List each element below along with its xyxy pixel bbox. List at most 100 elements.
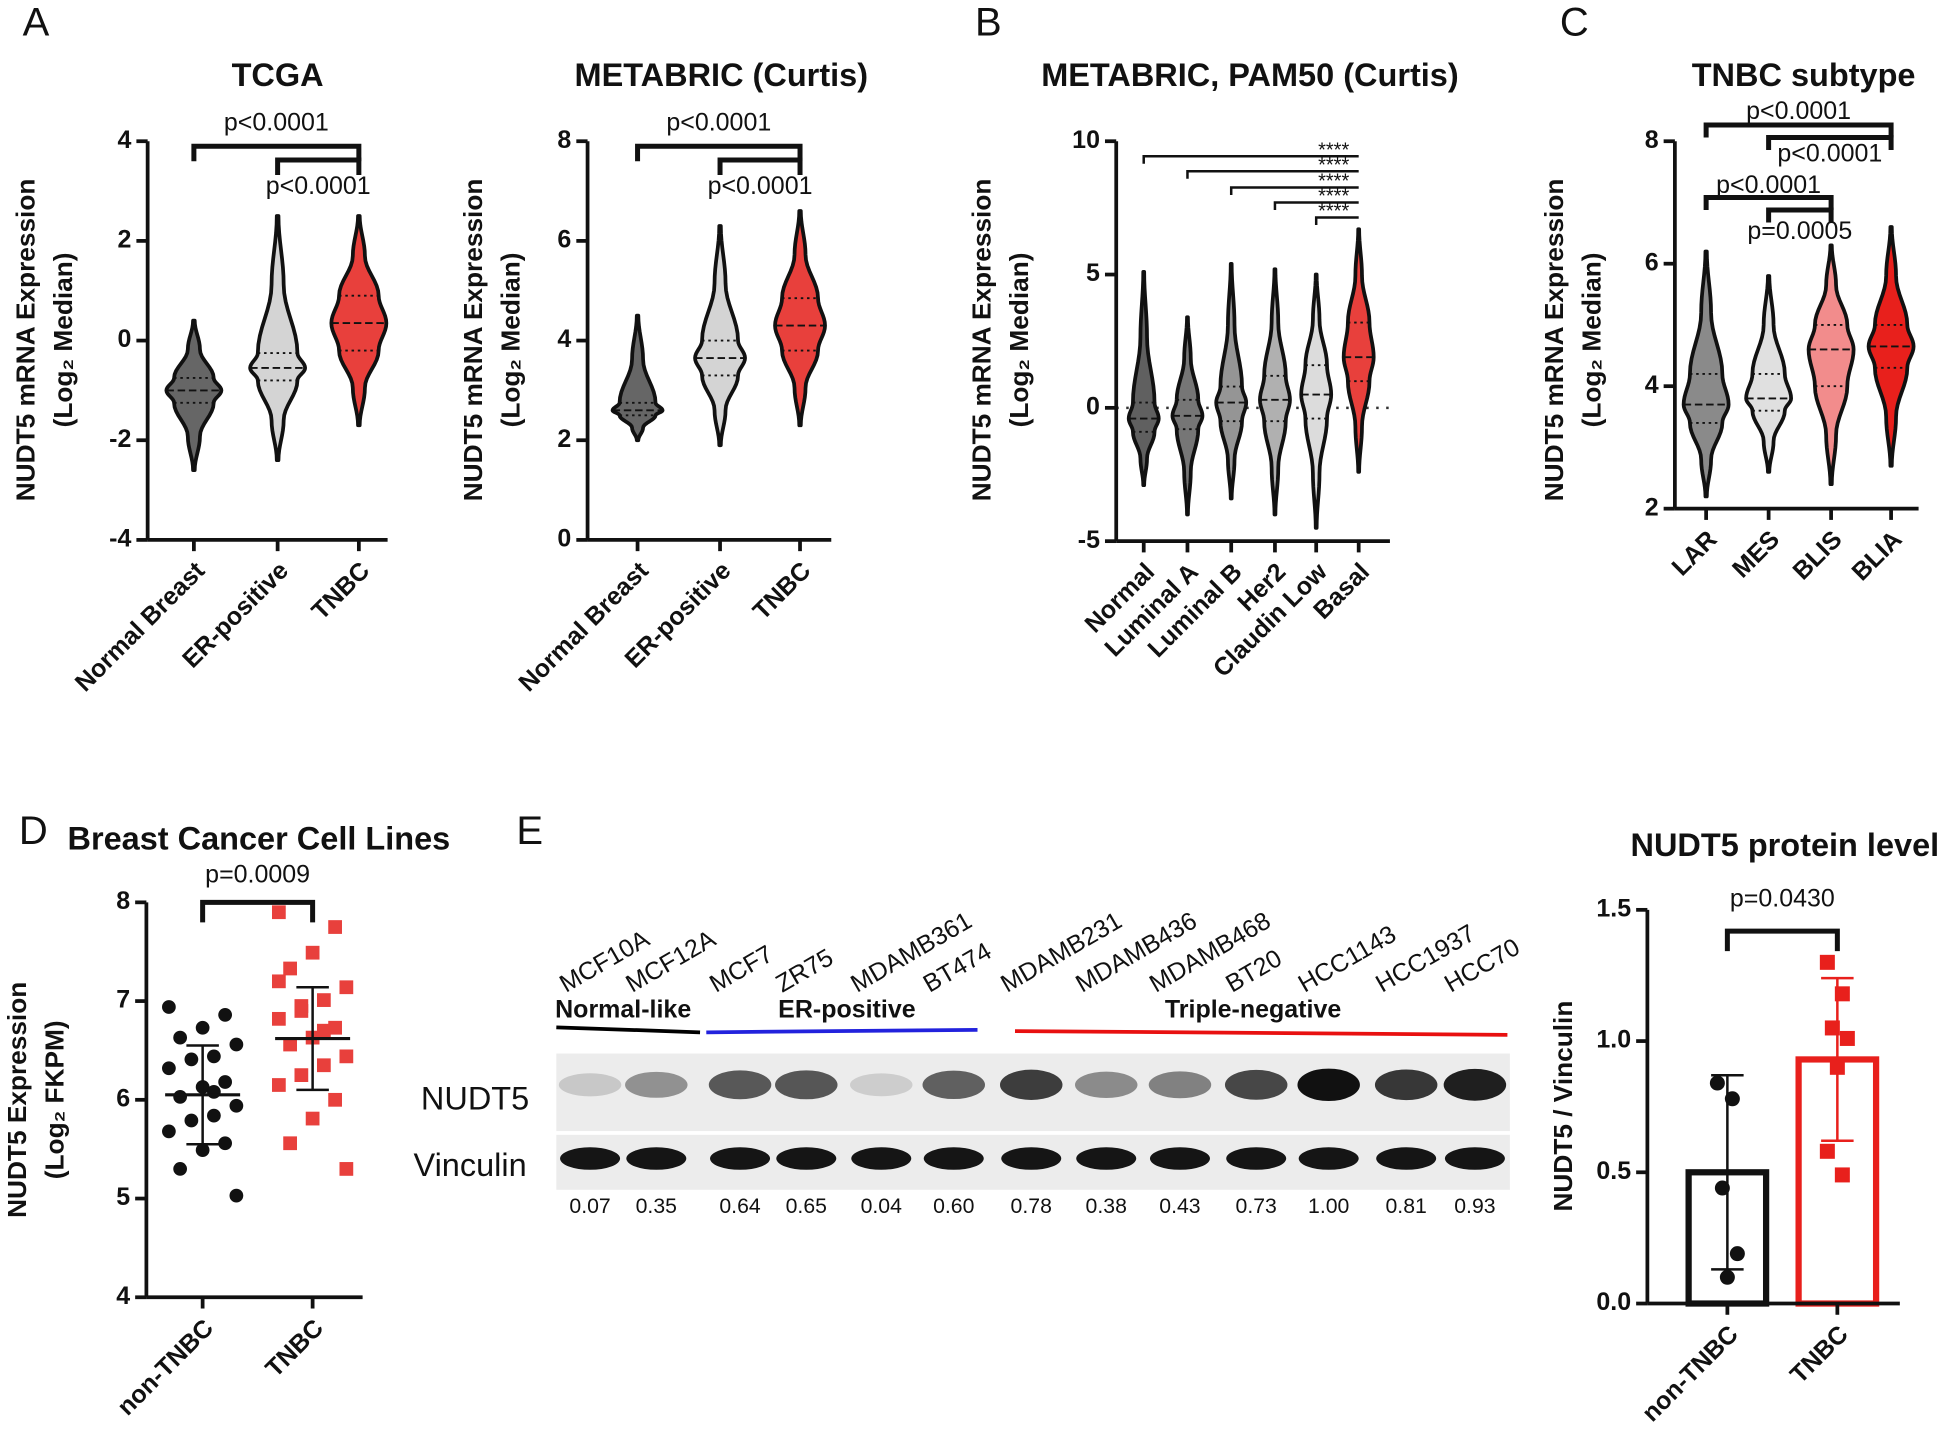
protein-band xyxy=(1074,1071,1138,1098)
y-tick-label: 0 xyxy=(557,525,571,553)
loading-band xyxy=(776,1147,837,1170)
y-tick-label: 4 xyxy=(557,325,571,353)
data-point xyxy=(207,1085,221,1099)
quantification-label: 0.78 xyxy=(1011,1194,1052,1218)
y-tick-label: 0.5 xyxy=(1596,1157,1631,1185)
data-point xyxy=(1834,1167,1850,1183)
x-tick-label: non-TNBC xyxy=(1637,1320,1744,1427)
y-axis-label: NUDT5 mRNA Expression xyxy=(458,179,488,502)
y-axis-label: (Log₂ Median) xyxy=(48,253,78,428)
data-point xyxy=(271,905,286,920)
y-tick-label: 4 xyxy=(1645,371,1659,399)
significance-bracket xyxy=(1273,201,1359,210)
data-point xyxy=(305,1111,320,1126)
violin xyxy=(1806,243,1856,487)
significance-label: **** xyxy=(1318,186,1349,208)
significance-label: **** xyxy=(1318,201,1349,223)
panel-letter: C xyxy=(1560,1,1589,45)
violin xyxy=(773,209,827,428)
data-point xyxy=(1724,1091,1740,1107)
significance-label: **** xyxy=(1318,140,1349,162)
significance-label: p<0.0001 xyxy=(708,172,813,200)
loading-band xyxy=(1076,1147,1137,1170)
x-tick-label: Normal Breast xyxy=(513,556,654,697)
significance-label: p=0.0430 xyxy=(1730,884,1835,912)
violin xyxy=(1744,274,1793,474)
quantification-label: 0.73 xyxy=(1236,1194,1277,1218)
y-tick-label: 8 xyxy=(1645,126,1659,154)
data-point xyxy=(283,1136,297,1151)
y-tick-label: 8 xyxy=(557,126,571,154)
violin xyxy=(164,318,224,473)
data-point xyxy=(1714,1180,1730,1196)
significance-label: p<0.0001 xyxy=(224,108,329,136)
chart-title: NUDT5 protein level xyxy=(1631,827,1940,863)
x-tick-label: TNBC xyxy=(306,557,375,626)
significance-bracket xyxy=(200,899,316,923)
y-tick-label: -4 xyxy=(109,525,131,553)
significance-bracket xyxy=(275,157,362,175)
protein-band xyxy=(775,1070,838,1100)
y-tick-label: 4 xyxy=(116,1282,130,1310)
y-tick-label: 7 xyxy=(116,986,130,1014)
protein-band xyxy=(922,1070,985,1100)
data-point xyxy=(339,1162,354,1176)
significance-bracket xyxy=(635,143,803,162)
significance-label: p<0.0001 xyxy=(1777,140,1882,168)
quantification-label: 0.64 xyxy=(719,1194,761,1218)
data-point xyxy=(316,1058,331,1073)
data-point xyxy=(316,993,331,1007)
y-tick-label: 10 xyxy=(1072,126,1100,154)
y-tick-label: 2 xyxy=(117,225,131,253)
group-line xyxy=(556,1025,701,1035)
loading-band xyxy=(1376,1147,1437,1170)
data-point xyxy=(173,1162,188,1176)
error-bar xyxy=(186,1044,219,1146)
loading-band xyxy=(851,1147,912,1170)
chart-title: METABRIC (Curtis) xyxy=(575,57,869,93)
y-tick-label: 0 xyxy=(1086,392,1100,420)
data-point xyxy=(283,961,297,976)
error-bar xyxy=(1711,1073,1744,1271)
y-tick-label: 4 xyxy=(117,126,131,154)
y-tick-label: 6 xyxy=(116,1084,130,1112)
violin xyxy=(1258,267,1292,517)
loading-band xyxy=(1226,1147,1287,1170)
loading-band xyxy=(1298,1147,1359,1170)
violin xyxy=(329,214,389,428)
group-label: ER-positive xyxy=(778,996,916,1024)
significance-bracket xyxy=(1766,134,1894,150)
data-point xyxy=(229,1188,244,1203)
data-point xyxy=(271,974,286,989)
quantification-label: 0.43 xyxy=(1159,1194,1200,1218)
significance-bracket xyxy=(191,143,362,162)
x-tick-label: TNBC xyxy=(260,1314,329,1383)
chart-title: TCGA xyxy=(232,57,324,93)
significance-label: p<0.0001 xyxy=(1746,97,1851,125)
quantification-label: 1.00 xyxy=(1308,1194,1349,1218)
y-axis-label: NUDT5 mRNA Expression xyxy=(1539,179,1569,502)
protein-band xyxy=(1224,1069,1288,1100)
y-tick-label: 2 xyxy=(1645,493,1659,521)
data-point xyxy=(229,1037,244,1052)
data-point xyxy=(294,1068,309,1083)
protein-band xyxy=(625,1071,688,1098)
significance-label: p<0.0001 xyxy=(266,172,371,200)
protein-band xyxy=(708,1070,772,1100)
violin xyxy=(1126,269,1161,488)
group-label: Triple-negative xyxy=(1165,996,1341,1024)
significance-bracket xyxy=(1314,216,1359,225)
x-tick-label: Normal Breast xyxy=(70,556,211,697)
data-point xyxy=(1829,1059,1845,1075)
data-point xyxy=(283,1037,297,1052)
significance-label: p=0.0005 xyxy=(1747,217,1852,245)
data-point xyxy=(328,920,342,934)
y-axis-label: NUDT5 / Vinculin xyxy=(1548,1001,1578,1212)
data-point xyxy=(316,1023,331,1038)
data-point xyxy=(1719,1269,1735,1285)
significance-label: **** xyxy=(1318,155,1349,177)
violin xyxy=(693,224,747,448)
data-point xyxy=(173,1089,188,1104)
violin xyxy=(610,313,665,443)
significance-bracket xyxy=(1703,122,1894,138)
